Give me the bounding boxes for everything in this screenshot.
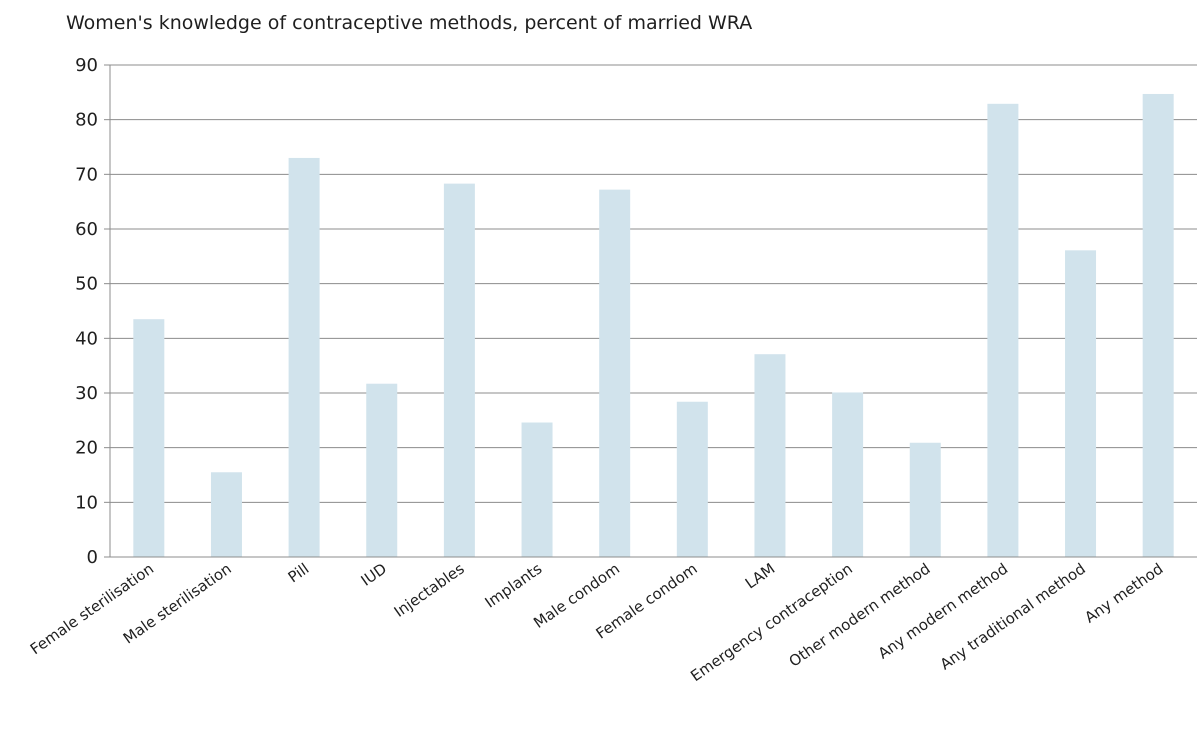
x-category-label: Any modern method	[875, 560, 1012, 663]
bar	[909, 442, 941, 557]
bar	[754, 354, 786, 557]
bar	[210, 472, 242, 557]
x-category-label: Injectables	[391, 559, 468, 621]
bar	[676, 401, 708, 557]
y-tick-label: 10	[75, 492, 98, 513]
y-tick-label: 80	[75, 110, 98, 131]
y-tick-label: 0	[87, 547, 98, 568]
x-category-label: LAM	[742, 560, 778, 593]
y-tick-label: 60	[75, 219, 98, 240]
bar	[133, 319, 165, 557]
bar	[288, 157, 320, 557]
y-tick-label: 90	[75, 55, 98, 76]
bar	[599, 189, 631, 557]
x-category-label: Implants	[482, 559, 546, 611]
bar	[1142, 93, 1174, 558]
bar	[366, 383, 398, 557]
bar	[1065, 250, 1097, 557]
y-tick-label: 40	[75, 328, 98, 349]
y-tick-label: 50	[75, 274, 98, 295]
x-category-label: Pill	[285, 560, 313, 587]
chart-title: Women's knowledge of contraceptive metho…	[66, 12, 753, 34]
bar	[521, 422, 553, 557]
y-tick-label: 30	[75, 383, 98, 404]
x-category-label: IUD	[358, 560, 390, 590]
y-tick-label: 20	[75, 438, 98, 459]
bar	[832, 392, 864, 557]
x-category-label: Other modern method	[786, 560, 934, 671]
x-category-label: Female sterilisation	[27, 560, 157, 659]
bars	[133, 93, 1174, 558]
gridlines	[110, 64, 1197, 503]
y-tick-labels: 0 10 20 30 40 50 60 70 80 90	[75, 55, 98, 568]
bar	[987, 103, 1019, 558]
axes	[104, 64, 1197, 558]
x-category-label: Any traditional method	[937, 560, 1089, 674]
bar	[443, 183, 475, 558]
y-tick-label: 70	[75, 164, 98, 185]
x-category-label: Any method	[1081, 560, 1166, 627]
